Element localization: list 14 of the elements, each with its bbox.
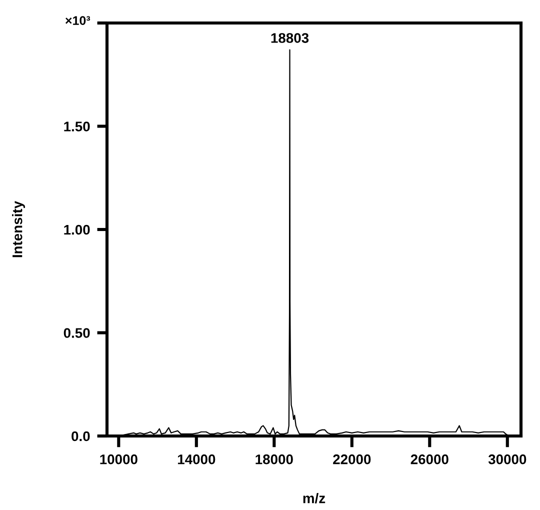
x-tick-label: 22000 [333, 454, 371, 464]
y-tick-label: 1.00 [64, 224, 90, 235]
y-axis-title: Intensity [12, 201, 25, 258]
x-axis-title: m/z [303, 493, 326, 504]
annotation: 18803 [271, 33, 309, 43]
text: ×10³ [65, 16, 90, 25]
x-tick-label: 10000 [100, 454, 138, 464]
x-tick-label: 26000 [410, 454, 448, 464]
y-tick-label: 0.0 [72, 431, 90, 442]
x-tick-label: 18000 [256, 454, 293, 464]
x-tick-label: 14000 [178, 454, 216, 464]
y-tick-label: 1.50 [64, 122, 90, 132]
x-tick-label: 30000 [488, 454, 526, 464]
y-tick-label: 0.50 [64, 328, 90, 338]
